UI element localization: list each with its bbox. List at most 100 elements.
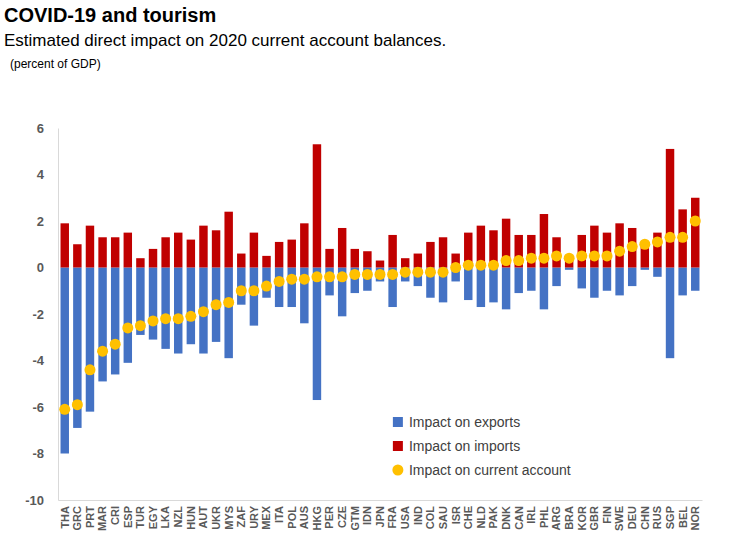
x-tick: BRA — [563, 500, 575, 530]
x-tick-label: NZL — [172, 506, 184, 528]
point — [639, 239, 650, 250]
legend-swatch — [393, 417, 403, 427]
x-tick: HUN — [185, 500, 197, 530]
bar — [401, 258, 409, 267]
y-tick: -4 — [32, 353, 58, 368]
y-axis: -10-8-6-4-20246 — [25, 121, 58, 508]
x-tick-label: CHN — [639, 506, 651, 530]
x-tick-label: CRI — [109, 506, 121, 525]
bar — [199, 226, 207, 268]
legend: Impact on exportsImpact on importsImpact… — [392, 414, 570, 478]
x-tick: USA — [399, 500, 411, 529]
x-tick-label: FRA — [386, 506, 398, 529]
y-axis-line — [58, 129, 59, 501]
bar — [514, 268, 522, 294]
point — [601, 250, 612, 261]
bar — [552, 268, 560, 287]
point — [236, 285, 247, 296]
x-tick-label: GBR — [588, 506, 600, 531]
bar — [288, 268, 296, 308]
x-tick: CZE — [336, 500, 348, 528]
point — [97, 346, 108, 357]
title: COVID-19 and tourism — [4, 4, 216, 26]
x-tick: PRT — [84, 500, 96, 528]
point — [148, 315, 159, 326]
bar — [187, 240, 195, 268]
point — [400, 267, 411, 278]
x-tick: LKA — [159, 500, 171, 529]
x-tick: PER — [323, 500, 335, 529]
point — [122, 322, 133, 333]
x-tick: NOR — [689, 500, 701, 530]
x-tick: ESP — [122, 500, 134, 528]
y-tick-label: 2 — [37, 214, 44, 229]
point — [59, 404, 70, 415]
x-tick: IND — [412, 500, 424, 525]
point — [463, 260, 474, 271]
y-tick-label: -2 — [32, 307, 44, 322]
legend-swatch — [393, 441, 403, 451]
y-tick-label: 6 — [37, 121, 44, 136]
x-tick-label: USA — [399, 506, 411, 529]
x-tick: IDN — [361, 500, 373, 525]
y-tick: -2 — [32, 307, 58, 322]
point — [538, 253, 549, 264]
x-tick-label: TUR — [134, 506, 146, 529]
x-tick: TUR — [134, 500, 146, 529]
y-tick-label: -4 — [32, 353, 44, 368]
x-tick-label: PHL — [538, 506, 550, 528]
y-tick: -6 — [32, 400, 58, 415]
bar — [590, 268, 598, 298]
series-0 — [61, 268, 700, 454]
series-2 — [59, 216, 701, 415]
x-tick-label: IRL — [525, 506, 537, 524]
x-tick-label: CHE — [462, 506, 474, 529]
bar — [212, 230, 220, 267]
x-tick: SAU — [437, 500, 449, 529]
point — [665, 232, 676, 243]
point — [690, 216, 701, 227]
x-tick-label: HUN — [185, 506, 197, 530]
bar — [111, 237, 119, 267]
point — [513, 255, 524, 266]
bar — [111, 268, 119, 375]
x-tick-label: MYS — [223, 506, 235, 530]
x-tick-label: AUT — [197, 506, 209, 529]
x-tick: FIN — [601, 500, 613, 524]
bar — [388, 235, 396, 268]
x-tick-label: DEU — [626, 506, 638, 529]
x-tick: CHN — [639, 500, 651, 530]
bar — [540, 268, 548, 310]
x-tick-label: UKR — [210, 506, 222, 530]
x-tick-label: MEX — [260, 505, 272, 530]
point — [652, 236, 663, 247]
x-tick: THA — [59, 500, 71, 529]
y-axis-label: (percent of GDP) — [10, 57, 101, 71]
bar — [149, 249, 157, 268]
x-tick-label: NLD — [475, 506, 487, 529]
point — [375, 269, 386, 280]
x-tick: PHL — [538, 500, 550, 528]
x-tick: ARG — [550, 500, 562, 530]
x-tick: CHE — [462, 500, 474, 529]
point — [223, 297, 234, 308]
x-tick-label: ISR — [450, 506, 462, 524]
bar — [174, 268, 182, 354]
bar — [376, 261, 384, 268]
bar — [477, 268, 485, 308]
bar — [527, 268, 535, 291]
bar — [489, 268, 497, 303]
bar — [313, 268, 321, 401]
x-tick-label: THA — [59, 506, 71, 529]
point — [589, 250, 600, 261]
x-tick-label: FIN — [601, 506, 613, 524]
x-tick: EGY — [147, 500, 159, 529]
legend-item: Impact on current account — [392, 462, 570, 478]
point — [488, 260, 499, 271]
bar — [666, 149, 674, 268]
y-tick-label: -10 — [25, 493, 44, 508]
x-tick: AUS — [298, 500, 310, 529]
point — [627, 241, 638, 252]
bar — [325, 249, 333, 268]
x-tick: RUS — [651, 500, 663, 529]
